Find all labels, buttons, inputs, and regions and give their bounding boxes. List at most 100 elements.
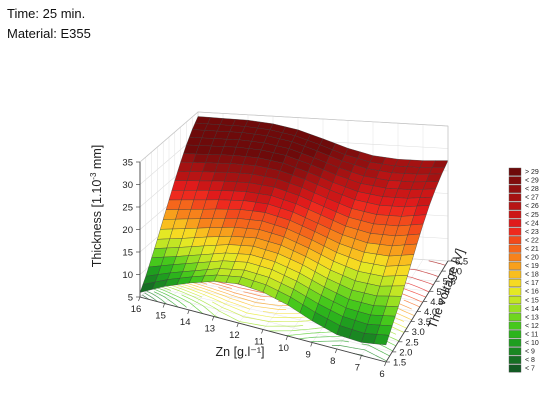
y-tick-label: 2.5: [405, 337, 418, 348]
y-tick-label: 4.0: [424, 307, 437, 318]
y-tick-label: 5.5: [443, 277, 456, 288]
legend-label: < 14: [525, 306, 539, 313]
z-axis-title: Thickness [1.10-3 mm]: [89, 145, 104, 267]
legend-swatch: [508, 347, 522, 356]
z-tick-label: 10: [122, 270, 133, 281]
x-tick-mark: [334, 348, 338, 354]
contour-line: [153, 291, 390, 357]
x-tick-label: 12: [229, 330, 240, 341]
legend-label: < 13: [525, 314, 539, 321]
z-axis-title-main: Thickness [1.10: [90, 180, 104, 268]
legend-swatch: [508, 219, 522, 228]
legend-label: < 20: [525, 255, 539, 262]
x-tick-mark: [236, 322, 239, 328]
annotation-material: Material: E355: [7, 26, 91, 41]
x-tick-label: 9: [306, 350, 311, 361]
z-tick-label: 25: [122, 203, 133, 214]
x-tick-mark: [162, 303, 165, 308]
x-tick-mark: [261, 329, 264, 334]
contour-line: [146, 290, 387, 362]
legend-label: < 23: [525, 229, 539, 236]
thickness-surface: [139, 116, 449, 346]
legend-label: < 15: [525, 297, 539, 304]
legend-label: < 8: [525, 357, 535, 364]
legend-swatch: [508, 330, 522, 339]
legend-swatch: [508, 313, 522, 322]
x-tick-mark: [384, 361, 387, 367]
legend-label: < 19: [525, 263, 539, 270]
legend-label: < 11: [525, 331, 538, 338]
legend-label: < 12: [525, 323, 539, 330]
x-tick-label: 11: [254, 337, 264, 348]
x-tick-mark: [310, 342, 313, 347]
legend-swatch: [508, 236, 522, 245]
legend-label: > 29: [525, 169, 539, 176]
legend-swatch: [508, 227, 522, 236]
legend-label: < 10: [525, 340, 539, 347]
legend-swatch: [508, 278, 522, 287]
z-tick-label: 5: [128, 293, 133, 304]
legend-swatch: [508, 210, 522, 219]
surface-cell: [373, 334, 390, 346]
legend-label: < 25: [525, 212, 539, 219]
legend-label: < 21: [525, 246, 539, 253]
legend-swatch: [508, 184, 522, 193]
x-tick-label: 15: [155, 311, 166, 322]
z-tick-label: 15: [122, 248, 133, 259]
legend-label: < 27: [525, 195, 539, 202]
x-tick-mark: [359, 355, 362, 360]
x-tick-mark: [285, 335, 288, 341]
y-tick-label: 3.5: [418, 317, 431, 328]
annotation-time: Time: 25 min.: [7, 6, 86, 21]
y-tick-label: 3.0: [412, 327, 425, 338]
x-tick-label: 14: [180, 317, 191, 328]
z-tick-label: 30: [122, 180, 133, 191]
x-tick-label: 6: [379, 369, 384, 380]
legend-swatch: [508, 364, 522, 373]
z-axis-title-end: mm]: [90, 145, 104, 173]
y-tick-label: 5.0: [436, 287, 449, 298]
legend-label: < 28: [525, 186, 539, 193]
y-tick-label: 2.0: [399, 347, 412, 358]
legend-label: < 16: [525, 289, 539, 296]
x-tick-mark: [138, 296, 141, 302]
legend-swatch: [508, 321, 522, 330]
legend-swatch: [508, 270, 522, 279]
legend-swatch: [508, 355, 522, 364]
y-tick-label: 4.5: [430, 297, 443, 308]
y-tick-label: 1.5: [393, 358, 406, 369]
color-legend: > 29 < 29< 28 < 27< 26 < 25< 24 < 23< 22 < 21…: [508, 167, 539, 373]
legend-swatch: [508, 296, 522, 305]
legend-swatch: [508, 193, 522, 202]
legend-swatch: [508, 253, 522, 262]
y-tick-label: 6.5: [455, 257, 468, 268]
legend-swatch: [508, 338, 522, 347]
x-tick-mark: [211, 316, 215, 321]
legend-swatch: [508, 304, 522, 313]
y-tick-label: 6.0: [449, 267, 462, 278]
z-tick-label: 20: [122, 225, 133, 236]
z-tick-label: 35: [122, 158, 133, 169]
floor-gridline: [145, 291, 393, 353]
legend-label: < 18: [525, 272, 539, 279]
legend-label: < 7: [525, 366, 535, 373]
top-box-edges: [139, 111, 449, 163]
legend-swatch: [508, 261, 522, 270]
legend-label: < 26: [525, 203, 539, 210]
legend-swatch: [508, 176, 522, 185]
x-tick-label: 7: [355, 363, 360, 374]
legend-label: < 17: [525, 280, 539, 287]
legend-swatch: [508, 287, 522, 296]
legend-swatch: [508, 201, 522, 210]
x-axis-title: Zn [g.l⁻¹]: [216, 345, 265, 359]
legend-swatch: [508, 167, 522, 176]
legend-swatch: [508, 244, 522, 253]
legend-label: < 24: [525, 220, 539, 227]
x-tick-label: 10: [278, 343, 289, 354]
legend-label: < 22: [525, 237, 539, 244]
legend-label: < 9: [525, 349, 535, 356]
x-tick-label: 16: [131, 304, 142, 315]
axis-ticks: 5 10 15 20 25 30 35 16 15 14 13 12 11 10 9 8 7 6 1.52.02.5…: [122, 158, 468, 381]
legend-label: < 29: [525, 178, 539, 185]
x-tick-label: 8: [330, 356, 335, 367]
